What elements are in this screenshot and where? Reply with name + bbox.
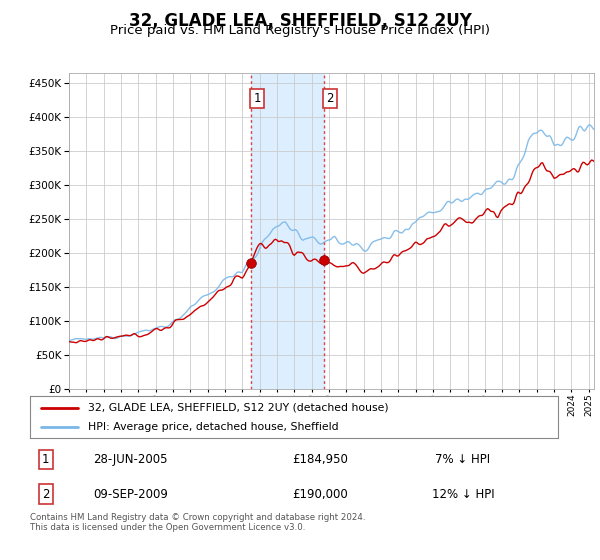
Bar bbox=[251, 73, 323, 389]
Text: 2: 2 bbox=[326, 92, 334, 105]
Text: HPI: Average price, detached house, Sheffield: HPI: Average price, detached house, Shef… bbox=[88, 422, 339, 432]
Text: 2: 2 bbox=[42, 488, 50, 501]
Text: £184,950: £184,950 bbox=[292, 453, 349, 466]
Text: £190,000: £190,000 bbox=[293, 488, 348, 501]
Text: 32, GLADE LEA, SHEFFIELD, S12 2UY (detached house): 32, GLADE LEA, SHEFFIELD, S12 2UY (detac… bbox=[88, 403, 389, 413]
Text: 1: 1 bbox=[253, 92, 261, 105]
Text: 1: 1 bbox=[42, 453, 50, 466]
Text: 7% ↓ HPI: 7% ↓ HPI bbox=[436, 453, 491, 466]
Text: 32, GLADE LEA, SHEFFIELD, S12 2UY: 32, GLADE LEA, SHEFFIELD, S12 2UY bbox=[128, 12, 472, 30]
Text: Contains HM Land Registry data © Crown copyright and database right 2024.
This d: Contains HM Land Registry data © Crown c… bbox=[30, 513, 365, 533]
Text: 12% ↓ HPI: 12% ↓ HPI bbox=[431, 488, 494, 501]
Text: 28-JUN-2005: 28-JUN-2005 bbox=[93, 453, 167, 466]
Text: Price paid vs. HM Land Registry's House Price Index (HPI): Price paid vs. HM Land Registry's House … bbox=[110, 24, 490, 37]
Text: 09-SEP-2009: 09-SEP-2009 bbox=[93, 488, 168, 501]
